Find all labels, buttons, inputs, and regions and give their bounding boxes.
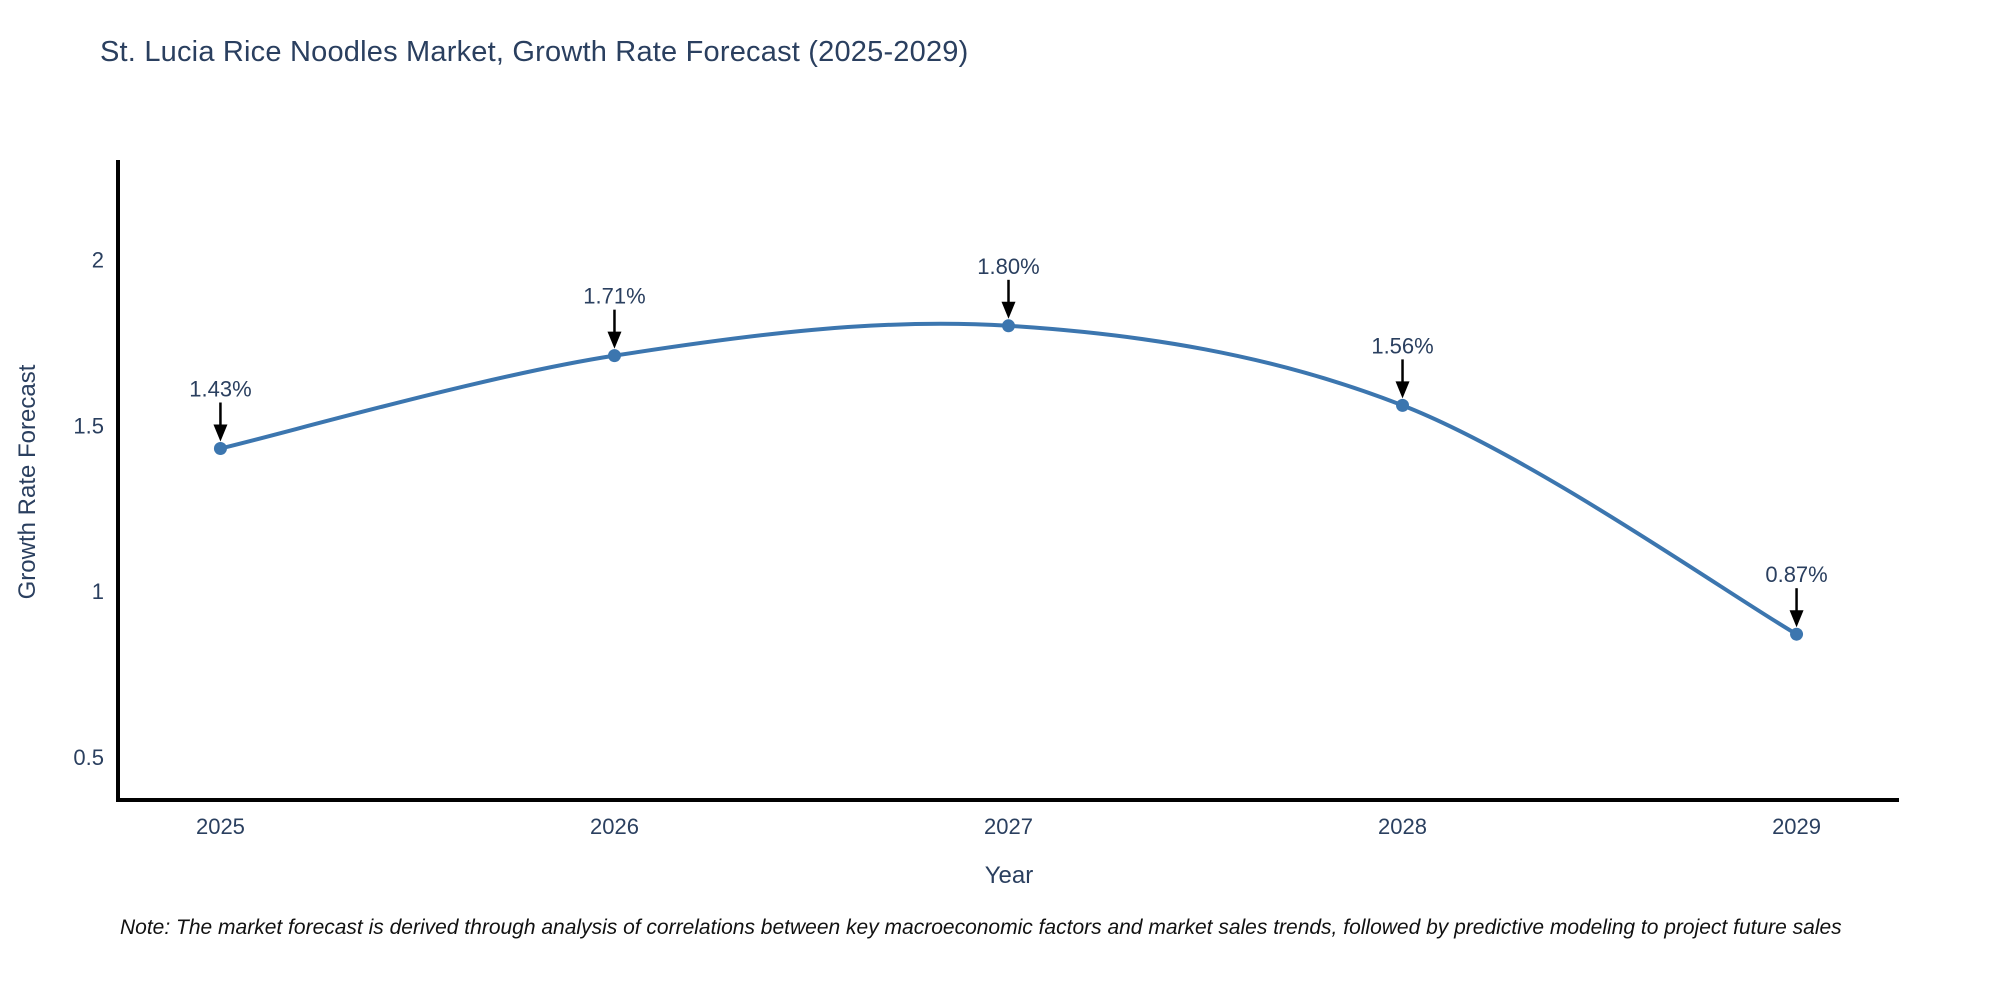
data-point-label: 1.71% [583, 284, 645, 309]
annotation-arrowhead [1789, 610, 1804, 628]
y-tick-label: 2 [92, 247, 104, 272]
x-tick-label: 2029 [1772, 814, 1821, 839]
footnote-text: Note: The market forecast is derived thr… [120, 916, 1842, 939]
data-point-label: 0.87% [1765, 562, 1827, 587]
data-point-label: 1.80% [977, 254, 1039, 279]
x-axis-title: Year [984, 862, 1034, 889]
data-point-marker[interactable] [1790, 627, 1804, 641]
data-point-marker[interactable] [213, 441, 227, 455]
y-tick-label: 1 [92, 579, 104, 604]
x-tick-label: 2028 [1378, 814, 1427, 839]
data-point-marker[interactable] [1002, 319, 1015, 333]
annotation-arrowhead [607, 331, 622, 349]
chart-title: St. Lucia Rice Noodles Market, Growth Ra… [100, 36, 969, 68]
y-tick-label: 1.5 [73, 413, 104, 438]
annotation-arrowhead [213, 424, 228, 442]
y-tick-label: 0.5 [73, 745, 104, 770]
x-tick-label: 2027 [984, 814, 1033, 839]
annotation-arrowhead [1395, 381, 1410, 399]
annotation-arrowhead [1001, 301, 1016, 319]
data-point-label: 1.43% [189, 376, 251, 401]
data-point-label: 1.56% [1371, 333, 1433, 358]
y-axis-title: Growth Rate Forecast [14, 364, 41, 600]
x-tick-label: 2026 [590, 814, 639, 839]
data-point-marker[interactable] [607, 349, 621, 363]
trend-line [218, 321, 1799, 637]
data-point-marker[interactable] [1396, 398, 1410, 412]
x-tick-label: 2025 [196, 814, 245, 839]
